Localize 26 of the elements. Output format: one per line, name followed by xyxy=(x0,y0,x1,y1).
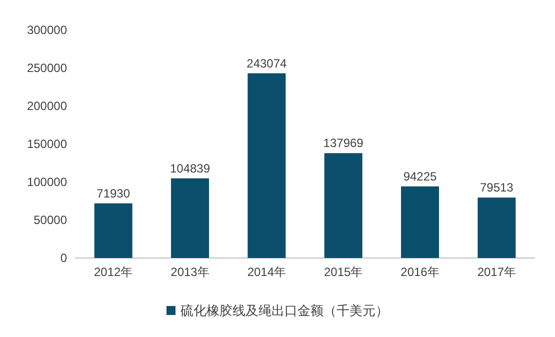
x-tick-label: 2013年 xyxy=(170,265,210,279)
bar xyxy=(324,153,362,258)
x-tick-label: 2012年 xyxy=(94,265,133,279)
y-tick-label: 200000 xyxy=(26,99,68,113)
y-tick-label: 150000 xyxy=(26,137,68,151)
y-tick-label: 300000 xyxy=(26,23,68,37)
y-tick-label: 50000 xyxy=(34,213,68,227)
x-tick-label: 2015年 xyxy=(324,265,363,279)
bar xyxy=(401,186,439,258)
data-label: 71930 xyxy=(96,186,130,200)
y-tick-label: 250000 xyxy=(26,61,68,75)
data-label: 243074 xyxy=(246,56,288,70)
data-label: 79513 xyxy=(480,180,514,195)
bar xyxy=(171,178,209,258)
data-label: 137969 xyxy=(323,136,364,150)
legend-label: 硫化橡胶线及绳出口金额（千美元） xyxy=(180,303,388,318)
bar xyxy=(478,198,516,258)
x-tick-label: 2017年 xyxy=(477,265,516,279)
bar xyxy=(248,73,286,258)
y-tick-label: 100000 xyxy=(26,175,68,189)
x-tick-label: 2016年 xyxy=(400,265,440,279)
data-label: 104839 xyxy=(170,161,210,176)
y-tick-label: 0 xyxy=(60,251,68,265)
data-label: 94225 xyxy=(403,169,438,184)
x-tick-label: 2014年 xyxy=(247,265,286,279)
bar xyxy=(94,203,132,258)
